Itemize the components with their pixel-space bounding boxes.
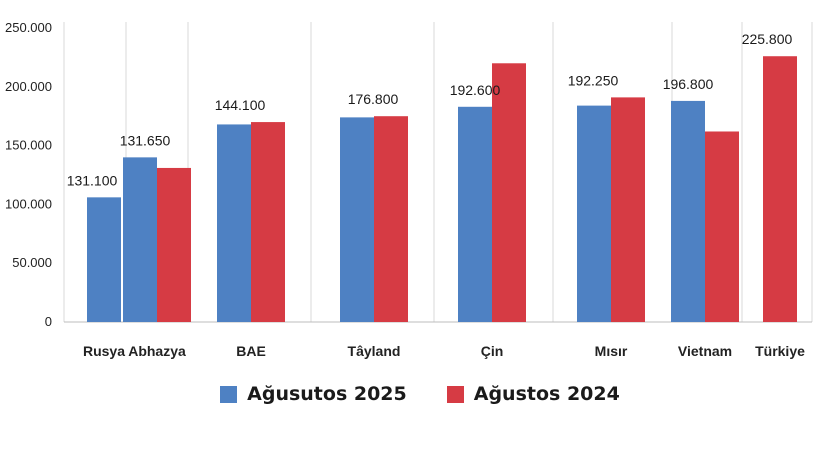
x-tick-label: Mısır [595, 343, 628, 359]
x-tick-label: Rusya [83, 343, 125, 359]
bar-2024-4 [492, 63, 526, 322]
bar-2025-1 [123, 157, 157, 322]
data-label: 131.100 [67, 172, 118, 188]
legend-item-2024: Ağustos 2024 [446, 383, 620, 405]
bar-2025-2 [217, 124, 251, 322]
bar-2025-4 [458, 106, 492, 323]
legend-label-2024: Ağustos 2024 [473, 383, 620, 405]
y-tick-label: 250.000 [5, 20, 52, 35]
legend: Ağusutos 2025 Ağustos 2024 [0, 380, 840, 408]
y-tick-label: 50.000 [12, 255, 52, 270]
bar-2025-3 [340, 117, 374, 322]
bar-2024-5 [611, 97, 645, 322]
bar-chart: 0 50.000 100.000 150.000 200.000 250.000 Rusya… [5, 20, 813, 359]
bar-2024-7 [763, 56, 797, 322]
bar-2025-0 [87, 197, 121, 322]
y-tick-label: 200.000 [5, 79, 52, 94]
bar-2025-6 [671, 100, 705, 322]
x-tick-label: Türkiye [755, 343, 805, 359]
legend-label-2025: Ağusutos 2025 [247, 383, 407, 405]
y-tick-label: 100.000 [5, 196, 52, 211]
bar-2024-6 [705, 131, 739, 322]
bar-2024-2 [251, 122, 285, 322]
data-label: 192.600 [450, 82, 501, 98]
x-tick-label: BAE [236, 343, 266, 359]
bar-2024-1 [157, 167, 191, 322]
bar-2025-5 [577, 105, 611, 322]
bar-2024-3 [374, 116, 408, 322]
x-tick-label: Çin [481, 343, 504, 359]
data-label: 131.650 [120, 132, 171, 148]
legend-swatch-2024 [446, 385, 464, 403]
data-label: 196.800 [663, 76, 714, 92]
x-tick-label: Abhazya [128, 343, 186, 359]
y-tick-label: 0 [45, 314, 52, 329]
legend-item-2025: Ağusutos 2025 [220, 383, 407, 405]
data-label: 192.250 [568, 72, 619, 88]
data-label: 144.100 [215, 97, 266, 113]
legend-swatch-2025 [220, 385, 238, 403]
x-tick-label: Tâyland [348, 343, 401, 359]
data-label: 225.800 [742, 31, 793, 47]
y-tick-label: 150.000 [5, 138, 52, 153]
x-tick-label: Vietnam [678, 343, 732, 359]
data-label: 176.800 [348, 91, 399, 107]
